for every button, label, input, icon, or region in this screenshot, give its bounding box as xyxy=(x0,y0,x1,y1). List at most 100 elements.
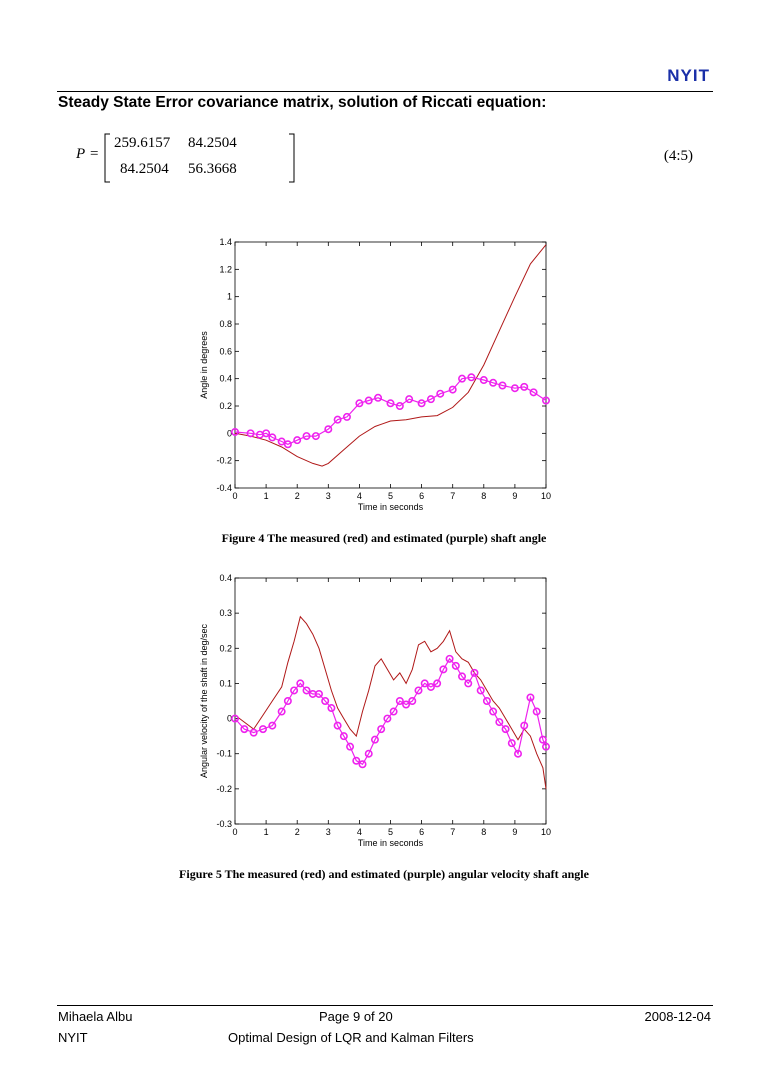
data-point xyxy=(230,714,239,723)
y-tick-label: 0 xyxy=(227,714,232,724)
y-tick-label: -0.2 xyxy=(216,784,232,794)
y-tick-label: 0.8 xyxy=(219,319,232,329)
data-point xyxy=(386,399,395,408)
matrix-brackets xyxy=(104,133,295,183)
data-point xyxy=(277,707,286,716)
matrix-cell: 84.2504 xyxy=(120,161,169,177)
data-point xyxy=(498,381,507,390)
data-point xyxy=(532,707,541,716)
x-tick-label: 5 xyxy=(388,491,393,501)
data-point xyxy=(520,382,529,391)
x-tick-label: 10 xyxy=(541,491,551,501)
data-point xyxy=(389,707,398,716)
x-tick-label: 3 xyxy=(326,491,331,501)
data-point xyxy=(324,425,333,434)
data-point xyxy=(495,718,504,727)
data-point xyxy=(489,378,498,387)
x-tick-label: 5 xyxy=(388,827,393,837)
x-tick-label: 9 xyxy=(512,491,517,501)
data-point xyxy=(467,373,476,382)
x-tick-label: 10 xyxy=(541,827,551,837)
x-tick-label: 4 xyxy=(357,827,362,837)
data-point xyxy=(262,429,271,438)
footer-author: Mihaela Albu xyxy=(58,1009,133,1024)
data-point xyxy=(538,735,547,744)
data-point xyxy=(408,697,417,706)
data-point xyxy=(526,693,535,702)
data-point xyxy=(370,735,379,744)
data-point xyxy=(501,725,510,734)
data-point xyxy=(507,739,516,748)
equation-block: P = 259.6157 84.2504 84.2504 56.3668 (4:… xyxy=(58,130,713,186)
plot-area xyxy=(234,241,547,489)
data-point xyxy=(346,742,355,751)
data-point xyxy=(352,756,361,765)
data-point xyxy=(445,654,454,663)
figure-4-caption: Figure 4 The measured (red) and estimate… xyxy=(221,531,547,545)
data-point xyxy=(364,749,373,758)
data-point xyxy=(405,395,414,404)
data-point xyxy=(433,679,442,688)
data-point xyxy=(355,399,364,408)
y-tick-label: -0.2 xyxy=(216,456,232,466)
data-point xyxy=(321,697,330,706)
section-heading: Steady State Error covariance matrix, so… xyxy=(58,94,547,111)
data-point xyxy=(414,686,423,695)
data-point xyxy=(426,395,435,404)
y-tick-label: 0.4 xyxy=(219,374,232,384)
data-point xyxy=(529,388,538,397)
data-point xyxy=(420,679,429,688)
data-point xyxy=(342,412,351,421)
x-tick-label: 9 xyxy=(512,827,517,837)
data-point xyxy=(293,436,302,445)
data-point xyxy=(240,725,249,734)
data-point xyxy=(476,686,485,695)
figure-5-chart: 0 1 2 3 4 5 6 7 8 9 10 -0.3 -0.2 -0.1 0 0.1 0.2 0.3 0.4 Tim… xyxy=(199,573,551,848)
x-tick-label: 8 xyxy=(481,491,486,501)
data-point xyxy=(479,376,488,385)
data-point xyxy=(314,689,323,698)
footer-date: 2008-12-04 xyxy=(644,1009,712,1024)
x-tick-label: 6 xyxy=(419,491,424,501)
data-point xyxy=(383,714,392,723)
x-tick-label: 8 xyxy=(481,827,486,837)
x-tick-label: 0 xyxy=(232,491,237,501)
data-point xyxy=(327,704,336,713)
matrix-cell: 84.2504 xyxy=(188,135,237,151)
plot-area xyxy=(234,577,547,825)
data-point xyxy=(451,661,460,670)
data-point xyxy=(246,429,255,438)
x-tick-label: 3 xyxy=(326,827,331,837)
y-tick-label: 0.2 xyxy=(219,643,232,653)
y-tick-label: -0.4 xyxy=(216,483,232,493)
data-point xyxy=(458,672,467,681)
data-point xyxy=(402,700,411,709)
y-tick-label: 0.4 xyxy=(219,573,232,583)
data-point xyxy=(249,728,258,737)
data-point xyxy=(417,399,426,408)
data-point xyxy=(482,697,491,706)
equation-number: (4:5) xyxy=(663,148,693,164)
y-tick-label: -0.1 xyxy=(216,749,232,759)
series-line xyxy=(234,244,547,467)
data-point xyxy=(364,396,373,405)
data-point xyxy=(541,742,550,751)
x-tick-label: 0 xyxy=(232,827,237,837)
footer-page: Page 9 of 20 xyxy=(319,1009,393,1024)
data-point xyxy=(277,437,286,446)
data-point xyxy=(489,707,498,716)
data-point xyxy=(426,682,435,691)
data-point xyxy=(258,725,267,734)
data-point xyxy=(520,721,529,730)
data-point xyxy=(296,679,305,688)
equation-symbol: P xyxy=(76,146,86,162)
x-axis-label: Time in seconds xyxy=(358,502,424,512)
footer-org: NYIT xyxy=(58,1030,88,1045)
data-point xyxy=(458,374,467,383)
series-line xyxy=(234,657,547,766)
data-point xyxy=(448,385,457,394)
data-point xyxy=(395,697,404,706)
data-point xyxy=(358,760,367,769)
data-point xyxy=(470,668,479,677)
series-line xyxy=(234,376,547,445)
